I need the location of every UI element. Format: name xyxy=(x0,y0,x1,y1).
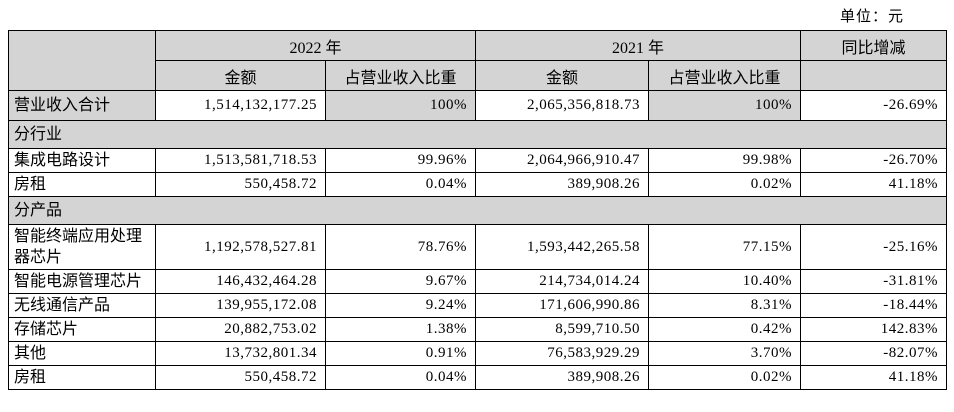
pct-2021: 8.31% xyxy=(648,293,802,318)
amount-2021: 214,734,014.24 xyxy=(475,269,650,294)
amount-2021: 2,065,356,818.73 xyxy=(475,90,650,121)
table-row: 智能终端应用处理器芯片 1,192,578,527.81 78.76% 1,593,4… xyxy=(8,224,948,270)
pct-2022: 9.24% xyxy=(324,293,477,318)
amount-2022: 1,192,578,527.81 xyxy=(155,224,326,270)
row-label: 房租 xyxy=(8,172,156,197)
amount-2022: 550,458.72 xyxy=(155,365,326,390)
col-header-amount-2021: 金额 xyxy=(475,60,650,91)
row-label: 智能终端应用处理器芯片 xyxy=(8,224,156,270)
amount-2021: 1,593,442,265.58 xyxy=(475,224,650,270)
row-label: 无线通信产品 xyxy=(8,293,156,318)
table-row: 营业收入合计 1,514,132,177.25 100% 2,065,356,818.… xyxy=(8,90,948,121)
pct-2021: 0.02% xyxy=(648,365,802,390)
yoy-value: -31.81% xyxy=(800,269,948,294)
pct-2022: 9.67% xyxy=(324,269,477,294)
amount-2021: 2,064,966,910.47 xyxy=(475,148,650,173)
header-row-years: 2022 年 2021 年 同比增减 xyxy=(8,30,948,91)
col-header-yoy-empty xyxy=(800,60,948,91)
pct-2022: 1.38% xyxy=(324,317,477,342)
row-label: 营业收入合计 xyxy=(8,90,156,121)
section-row: 分行业 xyxy=(7,120,948,149)
yoy-value: 41.18% xyxy=(800,365,948,390)
row-label: 集成电路设计 xyxy=(8,148,156,173)
amount-2021: 8,599,710.50 xyxy=(475,317,650,342)
section-row: 分产品 xyxy=(7,196,948,225)
col-header-yoy: 同比增减 xyxy=(800,30,948,61)
table-row: 无线通信产品 139,955,172.08 9.24% 171,606,990.86 8… xyxy=(8,293,948,318)
col-header-pct-2022: 占营业收入比重 xyxy=(324,60,477,91)
yoy-value: -26.70% xyxy=(800,148,948,173)
pct-2021: 3.70% xyxy=(648,341,802,366)
col-header-pct-2021: 占营业收入比重 xyxy=(648,60,802,91)
amount-2022: 1,513,581,718.53 xyxy=(155,148,326,173)
amount-2022: 20,882,753.02 xyxy=(155,317,326,342)
pct-2022: 0.04% xyxy=(324,172,477,197)
row-label: 其他 xyxy=(8,341,156,366)
amount-2021: 76,583,929.29 xyxy=(475,341,650,366)
amount-2022: 1,514,132,177.25 xyxy=(155,90,326,121)
amount-2022: 550,458.72 xyxy=(155,172,326,197)
section-label: 分产品 xyxy=(7,196,948,225)
table-row: 集成电路设计 1,513,581,718.53 99.96% 2,064,966,91… xyxy=(8,148,948,173)
table-row: 智能电源管理芯片 146,432,464.28 9.67% 214,734,014.2… xyxy=(8,269,948,294)
pct-2022: 100% xyxy=(324,90,477,121)
table-row: 其他 13,732,801.34 0.91% 76,583,929.29 3.70% -8… xyxy=(8,341,948,366)
col-header-2022: 2022 年 xyxy=(154,30,477,61)
table-row: 房租 550,458.72 0.04% 389,908.26 0.02% 41.18% xyxy=(8,365,948,390)
revenue-breakdown-table: 2022 年 2021 年 同比增减 金额 占营业收入比重 金额 占营业收入比重… xyxy=(7,30,948,390)
yoy-value: -26.69% xyxy=(800,90,948,121)
pct-2022: 99.96% xyxy=(324,148,477,173)
pct-2021: 100% xyxy=(648,90,802,121)
table-row: 房租 550,458.72 0.04% 389,908.26 0.02% 41.18% xyxy=(8,172,948,197)
amount-2021: 389,908.26 xyxy=(475,365,650,390)
pct-2022: 0.91% xyxy=(324,341,477,366)
amount-2021: 171,606,990.86 xyxy=(475,293,650,318)
yoy-value: 142.83% xyxy=(800,317,948,342)
amount-2022: 139,955,172.08 xyxy=(155,293,326,318)
row-label: 房租 xyxy=(8,365,156,390)
pct-2021: 99.98% xyxy=(648,148,802,173)
yoy-value: -18.44% xyxy=(800,293,948,318)
pct-2021: 0.02% xyxy=(648,172,802,197)
table-row: 存储芯片 20,882,753.02 1.38% 8,599,710.50 0.42% 1… xyxy=(8,317,948,342)
col-header-2021: 2021 年 xyxy=(475,30,802,61)
pct-2021: 10.40% xyxy=(648,269,802,294)
header-row-metrics: 金额 占营业收入比重 金额 占营业收入比重 xyxy=(9,60,948,91)
yoy-value: 41.18% xyxy=(800,172,948,197)
pct-2022: 0.04% xyxy=(324,365,477,390)
section-label: 分行业 xyxy=(7,120,948,149)
amount-2022: 13,732,801.34 xyxy=(155,341,326,366)
col-header-amount-2022: 金额 xyxy=(155,60,326,91)
row-label: 存储芯片 xyxy=(8,317,156,342)
amount-2022: 146,432,464.28 xyxy=(155,269,326,294)
pct-2021: 0.42% xyxy=(648,317,802,342)
yoy-value: -25.16% xyxy=(800,224,948,270)
yoy-value: -82.07% xyxy=(800,341,948,366)
amount-2021: 389,908.26 xyxy=(475,172,650,197)
pct-2021: 77.15% xyxy=(648,224,802,270)
row-label: 智能电源管理芯片 xyxy=(8,269,156,294)
unit-label: 单位：元 xyxy=(839,9,904,25)
pct-2022: 78.76% xyxy=(324,224,477,270)
corner-cell xyxy=(8,30,156,91)
